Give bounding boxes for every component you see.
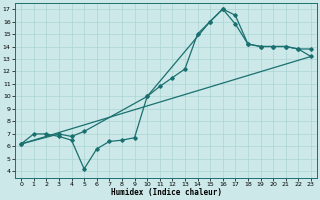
X-axis label: Humidex (Indice chaleur): Humidex (Indice chaleur) <box>110 188 221 197</box>
